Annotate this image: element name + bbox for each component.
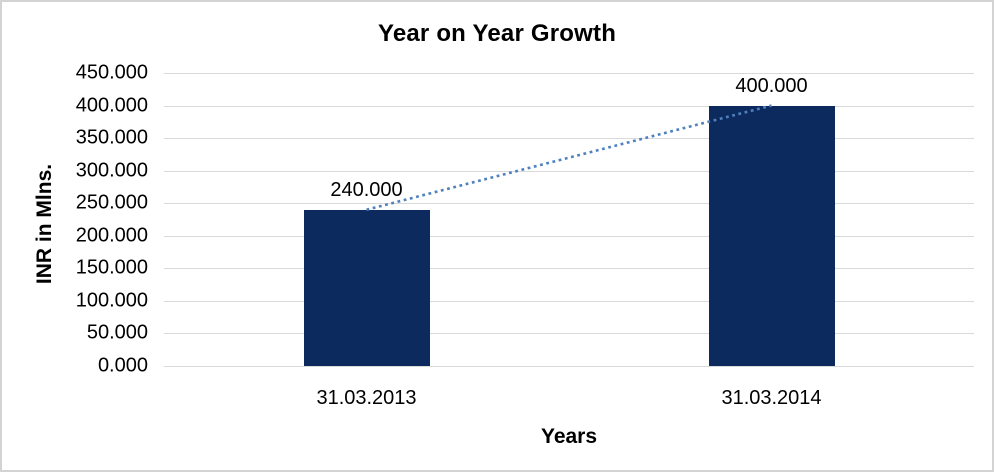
trendline <box>366 104 772 211</box>
y-tick-label: 0.000 <box>97 354 148 377</box>
y-tick-label: 250.000 <box>75 191 148 214</box>
y-tick-label: 200.000 <box>75 224 148 247</box>
gridline <box>164 235 974 237</box>
y-tick-label: 50.000 <box>86 321 148 344</box>
bar <box>303 209 430 366</box>
gridline <box>164 105 974 107</box>
y-tick-label: 300.000 <box>75 159 148 182</box>
y-tick-label: 450.000 <box>75 61 148 84</box>
bar <box>708 105 835 366</box>
y-tick-label: 400.000 <box>75 94 148 117</box>
chart-title: Year on Year Growth <box>377 20 617 47</box>
x-axis-title: Years <box>540 425 598 448</box>
gridline <box>164 300 974 302</box>
bar-data-label: 400.000 <box>735 74 808 97</box>
gridline <box>164 170 974 172</box>
y-tick-label: 150.000 <box>75 256 148 279</box>
x-tick-label: 31.03.2014 <box>721 387 822 409</box>
gridline <box>164 203 974 205</box>
gridline <box>164 333 974 335</box>
gridline <box>164 138 974 140</box>
x-tick-label: 31.03.2013 <box>316 387 417 409</box>
x-axis-tick-labels: 31.03.2013 31.03.2014 <box>164 387 974 411</box>
gridline <box>164 366 974 367</box>
gridline <box>164 268 974 270</box>
gridline <box>164 73 974 74</box>
plot-area: 240.000 400.000 <box>164 73 974 367</box>
y-tick-label: 350.000 <box>75 126 148 149</box>
y-axis-tick-labels: 450.000 400.000 350.000 300.000 250.000 200.0… <box>2 62 148 377</box>
bar-data-label: 240.000 <box>330 178 403 201</box>
y-tick-label: 100.000 <box>75 289 148 312</box>
